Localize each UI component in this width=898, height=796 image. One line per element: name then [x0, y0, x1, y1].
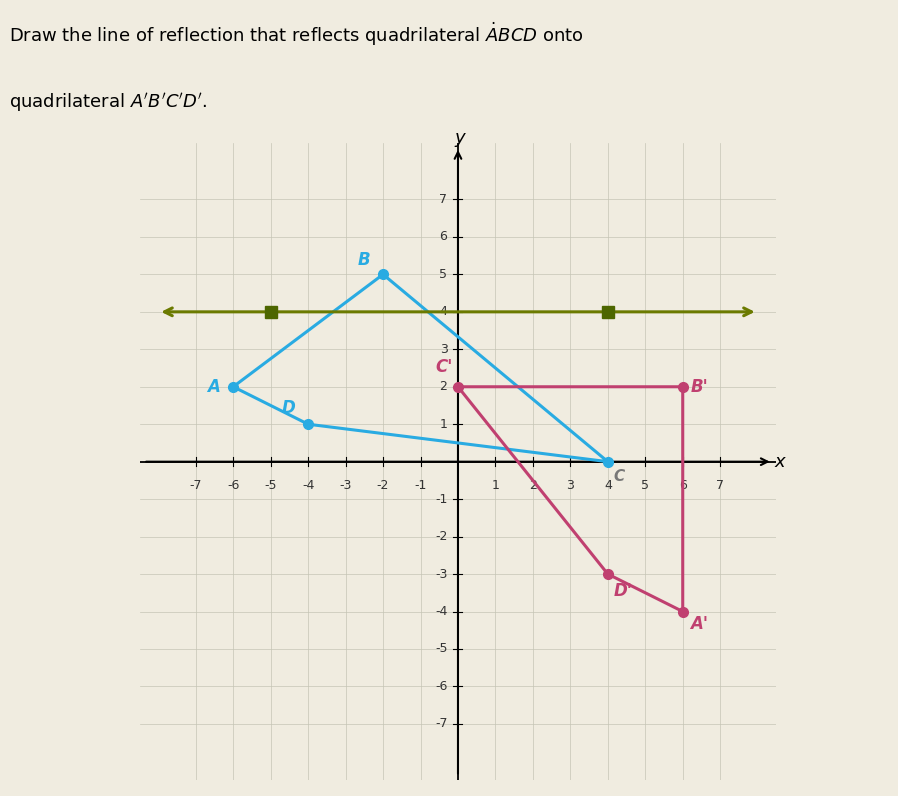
Text: 3: 3: [567, 478, 575, 492]
Text: B: B: [357, 251, 370, 269]
Text: x: x: [775, 453, 786, 470]
Text: -1: -1: [414, 478, 427, 492]
Text: 2: 2: [529, 478, 537, 492]
Text: 6: 6: [440, 230, 447, 244]
Text: 7: 7: [717, 478, 724, 492]
Text: A: A: [207, 378, 220, 396]
Text: -5: -5: [264, 478, 277, 492]
Text: -2: -2: [377, 478, 389, 492]
Text: D: D: [281, 399, 295, 417]
Text: D': D': [613, 582, 632, 599]
Text: -5: -5: [435, 642, 447, 655]
Text: 2: 2: [440, 380, 447, 393]
Text: -7: -7: [435, 717, 447, 731]
Text: Draw the line of reflection that reflects quadrilateral $\mathit{\dot{A}BCD}$ on: Draw the line of reflection that reflect…: [9, 21, 584, 48]
Text: 7: 7: [439, 193, 447, 206]
Text: 3: 3: [440, 343, 447, 356]
Text: -7: -7: [189, 478, 202, 492]
Text: A': A': [691, 615, 709, 634]
Text: quadrilateral $\mathit{A'B'C'D'}$.: quadrilateral $\mathit{A'B'C'D'}$.: [9, 91, 207, 114]
Text: C: C: [613, 469, 625, 484]
Text: -3: -3: [339, 478, 352, 492]
Text: 5: 5: [641, 478, 649, 492]
Text: -6: -6: [227, 478, 240, 492]
Text: C': C': [435, 357, 453, 376]
Text: 4: 4: [440, 306, 447, 318]
Text: -3: -3: [436, 568, 447, 580]
Text: 1: 1: [491, 478, 499, 492]
Text: y: y: [454, 129, 465, 146]
Text: -1: -1: [436, 493, 447, 505]
Text: -4: -4: [436, 605, 447, 618]
Text: 6: 6: [679, 478, 687, 492]
Text: 5: 5: [439, 268, 447, 281]
Text: 1: 1: [440, 418, 447, 431]
Text: -2: -2: [436, 530, 447, 543]
Text: -6: -6: [436, 680, 447, 693]
Text: B': B': [691, 378, 708, 396]
Text: -4: -4: [302, 478, 314, 492]
Text: 4: 4: [603, 478, 612, 492]
